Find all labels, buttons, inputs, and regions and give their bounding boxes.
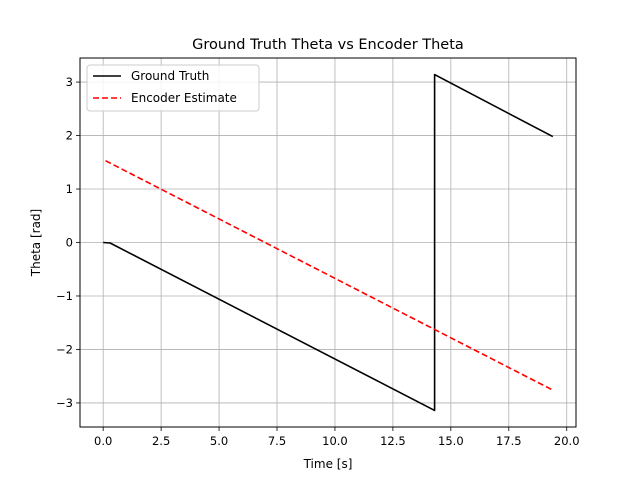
x-tick-label: 12.5 bbox=[380, 434, 406, 448]
series-layer bbox=[103, 73, 554, 412]
y-tick-label: 0 bbox=[66, 236, 73, 250]
series-line-encoder-estimate bbox=[105, 159, 554, 391]
x-tick-label: 17.5 bbox=[496, 434, 522, 448]
x-tick-label: 20.0 bbox=[554, 434, 580, 448]
y-tick-label: 2 bbox=[66, 129, 73, 143]
series-line-ground-truth bbox=[103, 73, 554, 412]
x-tick-label: 0.0 bbox=[94, 434, 112, 448]
y-tick-label: 1 bbox=[66, 182, 73, 196]
x-tick-label: 15.0 bbox=[438, 434, 464, 448]
y-tick-label: 3 bbox=[66, 75, 73, 89]
legend-label: Ground Truth bbox=[131, 69, 209, 83]
x-tick-label: 7.5 bbox=[268, 434, 286, 448]
x-tick-label: 5.0 bbox=[210, 434, 228, 448]
y-tick-label: −3 bbox=[56, 396, 73, 410]
y-axis-label: Theta [rad] bbox=[29, 209, 43, 277]
y-axis: −3 −2 −1 0 1 2 3 bbox=[56, 75, 80, 410]
legend-label: Encoder Estimate bbox=[131, 91, 237, 105]
x-axis: 0.0 2.5 5.0 7.5 10.0 12.5 15.0 17.5 20.0 bbox=[94, 427, 580, 448]
x-tick-label: 10.0 bbox=[322, 434, 348, 448]
x-axis-label: Time [s] bbox=[303, 457, 353, 471]
x-tick-label: 2.5 bbox=[152, 434, 170, 448]
legend-box bbox=[86, 64, 260, 112]
chart-title: Ground Truth Theta vs Encoder Theta bbox=[192, 37, 464, 53]
y-tick-label: −2 bbox=[56, 342, 73, 356]
grid bbox=[80, 58, 576, 427]
legend: Ground Truth Encoder Estimate bbox=[86, 64, 260, 112]
y-tick-label: −1 bbox=[56, 289, 73, 303]
